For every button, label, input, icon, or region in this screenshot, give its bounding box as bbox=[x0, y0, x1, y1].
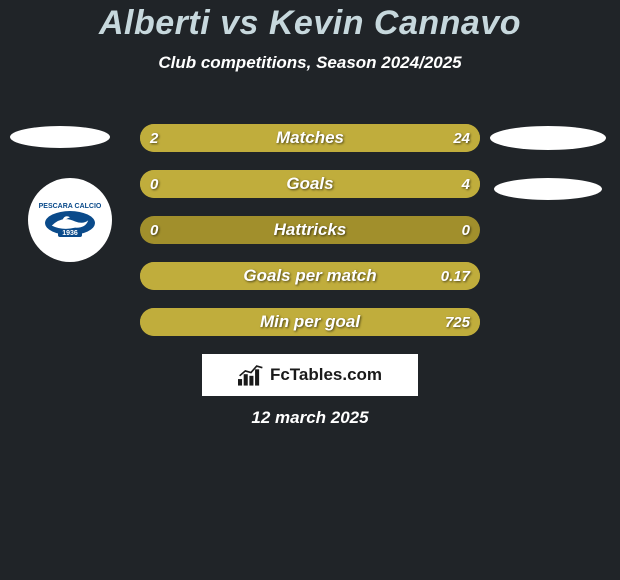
placeholder-ellipse bbox=[490, 126, 606, 150]
bar-value-left: 0 bbox=[150, 216, 158, 244]
bar-value-right: 0.17 bbox=[441, 262, 470, 290]
bar-value-right: 725 bbox=[445, 308, 470, 336]
bar-label: Hattricks bbox=[140, 216, 480, 244]
bar-value-left: 2 bbox=[150, 124, 158, 152]
placeholder-ellipse bbox=[494, 178, 602, 200]
date-text: 12 march 2025 bbox=[0, 408, 620, 428]
stat-bar: Min per goal725 bbox=[140, 308, 480, 336]
subtitle: Club competitions, Season 2024/2025 bbox=[0, 53, 620, 73]
bar-value-right: 4 bbox=[462, 170, 470, 198]
brand-text: FcTables.com bbox=[270, 365, 382, 385]
brand-attribution: FcTables.com bbox=[202, 354, 418, 396]
stat-bar: Matches2 24 bbox=[140, 124, 480, 152]
club-badge-pescara: PESCARA CALCIO 1936 bbox=[28, 178, 112, 262]
bar-label: Goals per match bbox=[140, 262, 480, 290]
bar-value-left: 0 bbox=[150, 170, 158, 198]
bar-label: Matches bbox=[140, 124, 480, 152]
club-badge-top-text: PESCARA CALCIO bbox=[39, 203, 102, 210]
bars-icon bbox=[238, 364, 264, 386]
bar-label: Min per goal bbox=[140, 308, 480, 336]
bar-label: Goals bbox=[140, 170, 480, 198]
bar-value-right: 0 bbox=[462, 216, 470, 244]
placeholder-ellipse bbox=[10, 126, 110, 148]
stat-bar: Hattricks0 0 bbox=[140, 216, 480, 244]
club-badge-year: 1936 bbox=[58, 230, 82, 237]
page-title: Alberti vs Kevin Cannavo bbox=[0, 0, 620, 43]
bar-value-right: 24 bbox=[453, 124, 470, 152]
comparison-bars: Matches224Goals04Hattricks00Goals per ma… bbox=[140, 124, 480, 354]
stat-bar: Goals per match0.17 bbox=[140, 262, 480, 290]
stat-bar: Goals0 4 bbox=[140, 170, 480, 198]
